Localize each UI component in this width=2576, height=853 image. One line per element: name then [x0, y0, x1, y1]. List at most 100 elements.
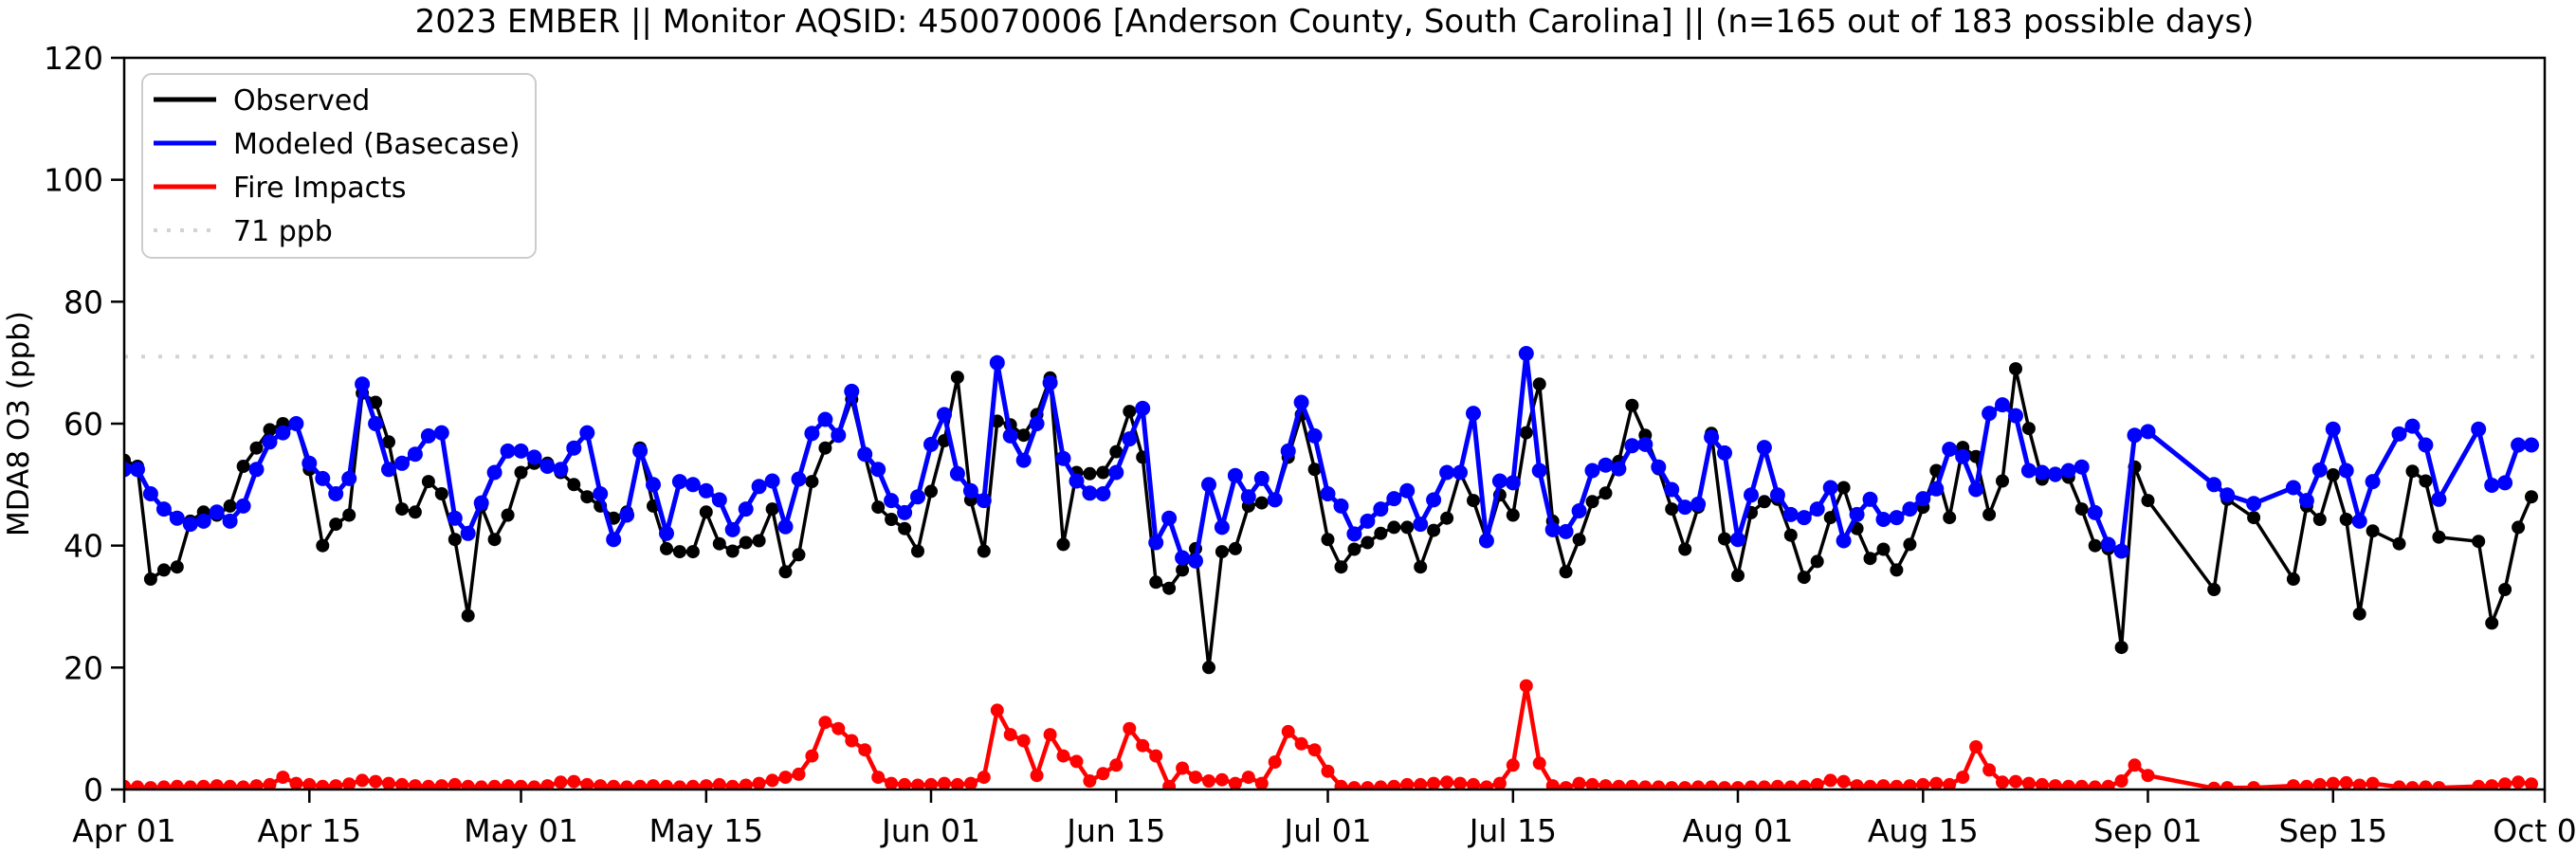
observed-marker — [2088, 538, 2102, 553]
modeled-basecase--marker — [659, 525, 674, 541]
y-axis-tick-label: 0 — [83, 771, 103, 808]
modeled-basecase--marker — [513, 443, 529, 459]
observed-marker — [725, 544, 740, 558]
fire-impacts-marker — [170, 779, 184, 789]
fire-impacts-marker — [1545, 779, 1560, 789]
modeled-basecase--marker — [222, 513, 238, 529]
modeled-basecase--marker — [1148, 535, 1164, 551]
modeled-basecase--marker — [500, 443, 516, 459]
observed-marker — [2141, 494, 2155, 508]
fire-impacts-marker — [1745, 780, 1758, 789]
modeled-basecase--marker — [724, 521, 740, 537]
fire-impacts-marker — [607, 779, 621, 789]
modeled-basecase--marker — [394, 455, 410, 471]
fire-impacts-marker — [1836, 774, 1851, 789]
fire-impacts-marker — [461, 779, 475, 789]
modeled-basecase--marker — [1135, 400, 1151, 416]
modeled-basecase--marker — [2113, 543, 2129, 559]
fire-impacts-marker — [1652, 780, 1666, 789]
fire-impacts-marker — [1109, 758, 1124, 772]
modeled-basecase--marker — [1862, 491, 1878, 507]
modeled-basecase--marker — [566, 440, 582, 456]
observed-marker — [1836, 481, 1851, 495]
modeled-basecase--marker — [1069, 473, 1085, 489]
legend: Observed Modeled (Basecase) Fire Impacts 71… — [141, 73, 537, 259]
fire-impacts-marker — [1638, 780, 1653, 789]
observed-marker — [2366, 524, 2380, 538]
observed-marker — [2009, 362, 2022, 376]
modeled-basecase--marker — [1769, 487, 1785, 503]
observed-marker — [2339, 513, 2353, 526]
modeled-basecase--marker — [1704, 429, 1720, 445]
fire-impacts-marker — [249, 779, 264, 789]
modeled-basecase--marker — [1677, 499, 1693, 516]
fire-impacts-marker — [448, 777, 462, 789]
modeled-basecase--marker — [1664, 481, 1680, 498]
fire-impacts-marker — [1136, 738, 1150, 753]
legend-item-fire-impacts: Fire Impacts — [154, 172, 406, 205]
observed-marker — [2419, 474, 2433, 488]
observed-marker — [2485, 616, 2499, 630]
fire-impacts-marker — [752, 776, 766, 789]
modeled-basecase--marker — [1042, 374, 1058, 390]
observed-marker — [170, 560, 184, 574]
fire-impacts-marker — [1387, 779, 1401, 789]
fire-impacts-marker — [2021, 776, 2036, 789]
fire-impacts-marker — [633, 779, 648, 789]
modeled-basecase--marker — [2127, 427, 2143, 444]
modeled-basecase--marker — [1558, 523, 1574, 539]
modeled-basecase--marker — [857, 446, 873, 463]
fire-impacts-marker — [302, 777, 317, 789]
modeled-basecase--marker — [976, 493, 992, 509]
fire-impacts-marker — [514, 779, 528, 789]
fire-impacts-marker — [1678, 781, 1692, 789]
observed-marker — [2405, 464, 2420, 479]
fire-impacts-marker — [1943, 777, 1957, 789]
observed-marker — [1149, 575, 1163, 590]
modeled-basecase--marker — [248, 462, 265, 478]
observed-marker — [1506, 508, 1520, 522]
x-axis-tick-label: May 01 — [464, 812, 578, 849]
modeled-basecase--marker — [804, 426, 820, 442]
observed-marker — [1943, 511, 1957, 525]
modeled-basecase--marker — [2431, 491, 2447, 507]
observed-marker — [1202, 661, 1215, 675]
fire-impacts-marker — [2525, 777, 2538, 789]
modeled-basecase--marker — [1240, 489, 1256, 505]
modeled-basecase--marker — [1782, 506, 1799, 522]
observed-marker — [1123, 405, 1137, 419]
observed-marker — [1599, 486, 1613, 500]
observed-marker — [1585, 495, 1599, 509]
observed-marker — [1387, 520, 1401, 535]
fire-impacts-marker — [1030, 769, 1044, 783]
modeled-basecase--marker — [1426, 492, 1442, 508]
observed-marker — [421, 475, 435, 489]
fire-impacts-marker — [1228, 776, 1242, 789]
observed-marker — [434, 487, 448, 500]
modeled-basecase--marker — [2087, 504, 2103, 520]
modeled-basecase--marker — [1915, 491, 1931, 507]
fire-impacts-marker — [395, 777, 409, 789]
observed-marker — [1016, 428, 1031, 443]
observed-marker — [249, 441, 264, 455]
modeled-basecase--marker — [1955, 448, 1971, 464]
fire-impacts-marker — [1770, 779, 1784, 789]
fire-impacts-marker — [124, 779, 131, 789]
fire-impacts-marker — [1969, 740, 1983, 753]
modeled-basecase--marker — [1809, 501, 1825, 517]
modeled-basecase--marker — [433, 425, 449, 441]
fire-impacts-marker — [1374, 780, 1388, 789]
fire-impacts-marker — [501, 779, 515, 789]
observed-marker — [1162, 581, 1177, 595]
fire-impacts-marker — [725, 779, 740, 789]
fire-impacts-marker — [2326, 776, 2340, 789]
modeled-basecase--marker — [1518, 346, 1534, 361]
modeled-basecase--marker — [2047, 466, 2063, 482]
modeled-basecase--marker — [355, 376, 371, 392]
fire-impacts-marker — [620, 780, 634, 789]
fire-impacts-marker — [858, 743, 872, 757]
observed-marker — [699, 505, 713, 519]
fire-impacts-marker — [1083, 774, 1097, 788]
observed-marker — [1625, 398, 1639, 412]
